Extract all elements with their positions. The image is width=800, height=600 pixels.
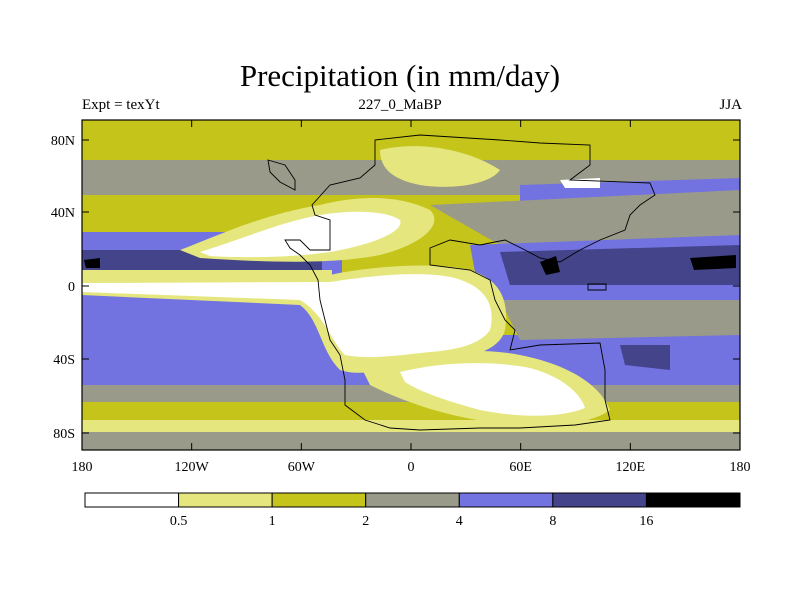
lat-tick-label: 80S: [53, 427, 75, 442]
experiment-label: Expt = texYt: [82, 97, 160, 113]
lon-tick-label: 0: [408, 460, 415, 475]
lon-tick-label: 120W: [175, 460, 210, 475]
latitude-axis: 80N 40N 0 40S 80S: [51, 134, 740, 442]
lat-tick-label: 80N: [51, 134, 75, 149]
band-north-olive: [82, 120, 740, 140]
colorbar-segment: [84, 492, 180, 508]
colorbar-segment: [178, 492, 273, 508]
southern-continent-white: [400, 363, 585, 416]
island-outline-2: [587, 283, 607, 291]
island-outline-1: [267, 159, 296, 191]
colorbar-label: 2: [362, 514, 369, 529]
colorbar-label: 16: [639, 514, 653, 529]
north-east-gray: [430, 190, 740, 250]
lon-tick-label: 180: [730, 460, 751, 475]
north-interior-yellow: [380, 146, 500, 187]
south-east-gray: [500, 300, 740, 340]
colorbar-label: 0.5: [170, 514, 188, 529]
high-precip-patch-3: [84, 258, 100, 268]
map-title: Precipitation (in mm/day): [239, 58, 561, 93]
colorbar: 0.5 1 2 4 8 16: [84, 492, 741, 529]
lon-tick-label: 120E: [616, 460, 646, 475]
equatorial-continent-white: [82, 274, 492, 358]
colorbar-label: 1: [269, 514, 276, 529]
time-period-label: 227_0_MaBP: [358, 97, 442, 113]
continent-outline: [284, 134, 656, 431]
lat-tick-label: 0: [68, 280, 75, 295]
north-continent-white: [200, 211, 401, 258]
colorbar-segment: [365, 492, 460, 508]
colorbar-segment: [645, 492, 741, 508]
band-polar-gray: [82, 432, 740, 450]
longitude-axis: 180 120W 60W 0 60E 120E 180: [72, 120, 751, 475]
lon-tick-label: 60E: [509, 460, 532, 475]
lon-tick-label: 180: [72, 460, 93, 475]
lon-tick-label: 60W: [288, 460, 316, 475]
tropic-east-navy: [500, 245, 740, 285]
colorbar-segment: [271, 492, 367, 508]
colorbar-label: 8: [549, 514, 556, 529]
precipitation-field: [82, 120, 740, 450]
lat-tick-label: 40S: [53, 353, 75, 368]
lat-tick-label: 40N: [51, 206, 75, 221]
colorbar-segment: [458, 492, 554, 508]
high-precip-patch-2: [690, 255, 736, 270]
season-label: JJA: [719, 97, 742, 113]
colorbar-label: 4: [456, 514, 463, 529]
colorbar-segment: [552, 492, 647, 508]
south-east-navy: [620, 345, 670, 370]
band-south-yellow: [82, 420, 740, 434]
